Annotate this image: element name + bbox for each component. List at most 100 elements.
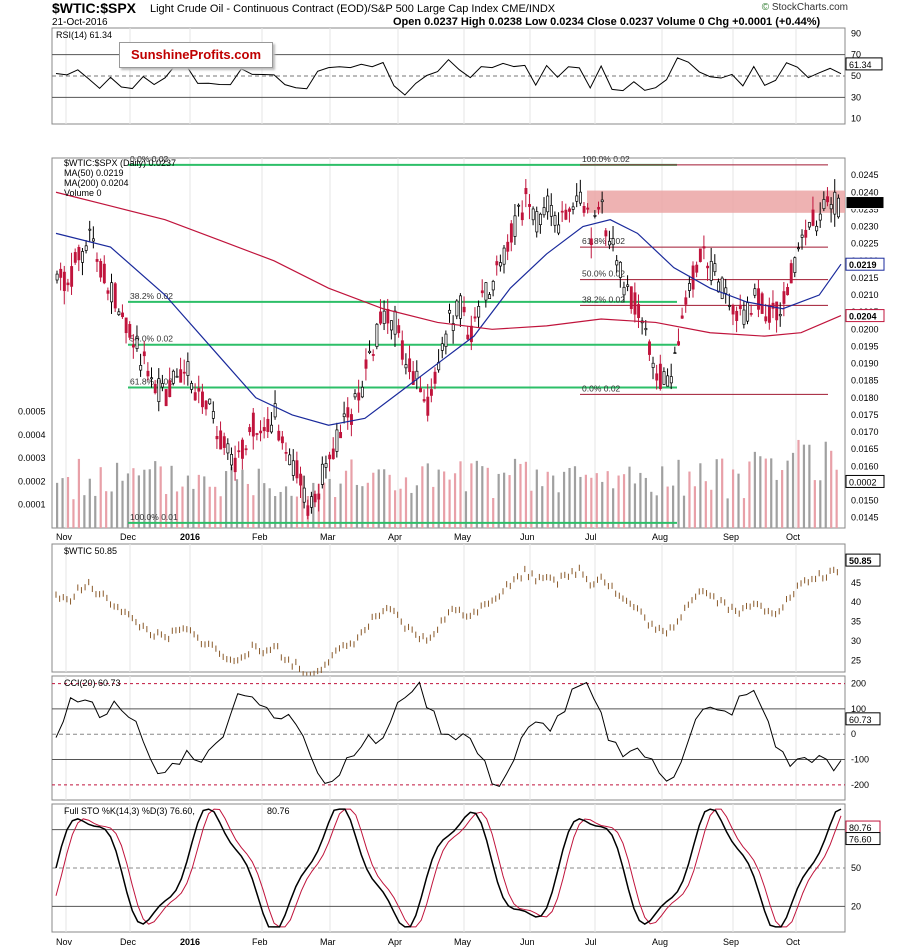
volume-tick-0.0005: 0.0005 bbox=[18, 407, 46, 417]
candle-body-240 bbox=[491, 280, 495, 291]
volume-bar-69 bbox=[181, 486, 184, 528]
price-month-10: Sep bbox=[723, 532, 739, 542]
price-month-2: 2016 bbox=[180, 532, 200, 542]
volume-bar-306 bbox=[612, 488, 615, 528]
candle-body-4 bbox=[62, 271, 66, 292]
volume-bar-57 bbox=[159, 466, 162, 528]
candle-body-186 bbox=[393, 310, 397, 335]
volume-bar-198 bbox=[415, 485, 418, 528]
candle-body-6 bbox=[66, 282, 70, 286]
price-month-0: Nov bbox=[56, 532, 73, 542]
price-tick-0.0245: 0.0245 bbox=[851, 170, 879, 180]
candle-body-304 bbox=[608, 240, 611, 246]
price-tick-0.017: 0.0170 bbox=[851, 427, 879, 437]
candle-body-374 bbox=[735, 310, 739, 321]
price-tick-0.02: 0.0200 bbox=[851, 324, 879, 334]
candle-body-302 bbox=[604, 230, 608, 237]
candle-body-258 bbox=[524, 188, 528, 195]
volume-bar-96 bbox=[230, 466, 233, 528]
cci-tick--100: -100 bbox=[851, 755, 869, 765]
candle-body-116 bbox=[266, 418, 270, 432]
candle-body-104 bbox=[244, 448, 248, 451]
candle-body-178 bbox=[379, 311, 382, 324]
volume-bar-12 bbox=[77, 458, 81, 528]
volume-bar-351 bbox=[693, 486, 697, 528]
candle-body-10 bbox=[73, 252, 77, 263]
candle-body-360 bbox=[709, 260, 713, 281]
candle-body-70 bbox=[182, 371, 186, 374]
candle-body-282 bbox=[568, 208, 571, 212]
volume-bar-153 bbox=[334, 497, 337, 528]
candle-body-32 bbox=[113, 283, 117, 309]
volume-bar-405 bbox=[791, 452, 795, 528]
candle-body-146 bbox=[320, 463, 324, 485]
candle-body-62 bbox=[168, 380, 172, 398]
candle-body-114 bbox=[262, 427, 266, 432]
candle-body-402 bbox=[786, 287, 790, 296]
candle-body-56 bbox=[157, 378, 161, 402]
volume-bar-189 bbox=[399, 488, 402, 528]
cci-line bbox=[55, 681, 842, 787]
candle-body-204 bbox=[426, 396, 430, 416]
candle-body-0 bbox=[55, 273, 59, 281]
price-tick-0.0195: 0.0195 bbox=[851, 341, 879, 351]
volume-bar-315 bbox=[628, 466, 631, 528]
chart-subtitle: Light Crude Oil - Continuous Contract (E… bbox=[150, 3, 556, 15]
candle-body-40 bbox=[128, 324, 132, 338]
volume-bar-87 bbox=[214, 486, 217, 528]
candle-body-284 bbox=[571, 206, 575, 210]
volume-bar-150 bbox=[328, 478, 331, 528]
wtic-badge: 50.85 bbox=[849, 556, 872, 566]
wtic-tick-25: 25 bbox=[851, 655, 861, 665]
price-badge-0: 0.0237 bbox=[849, 199, 877, 209]
candle-body-236 bbox=[484, 282, 488, 301]
candle-body-90 bbox=[219, 430, 223, 450]
candle-body-48 bbox=[142, 351, 146, 357]
sto-panel: 205080Full STO %K(14,3) %D(3) 76.60,80.7… bbox=[51, 803, 881, 947]
rsi-tick-70: 70 bbox=[851, 50, 861, 60]
cci-badge: 60.73 bbox=[849, 715, 872, 725]
resistance-zone bbox=[587, 190, 845, 213]
candle-body-128 bbox=[288, 454, 292, 466]
price-month-4: Mar bbox=[320, 532, 336, 542]
sto-month-11: Oct bbox=[786, 937, 801, 947]
candle-body-260 bbox=[528, 204, 532, 207]
candle-body-420 bbox=[818, 213, 822, 221]
volume-bar-219 bbox=[453, 473, 457, 528]
sunshineprofits-brand[interactable]: SunshineProfits.com bbox=[119, 42, 273, 68]
sto-badge-k-box bbox=[845, 832, 881, 846]
volume-bar-324 bbox=[644, 477, 647, 528]
fib-right-label-1: 61.8% 0.02 bbox=[582, 236, 625, 246]
volume-bar-114 bbox=[263, 483, 266, 528]
wtic-badge-box bbox=[845, 553, 881, 567]
candle-body-366 bbox=[720, 277, 724, 299]
volume-bar-39 bbox=[126, 473, 130, 528]
candle-body-392 bbox=[767, 304, 771, 323]
volume-bar-195 bbox=[410, 492, 413, 528]
rsi-label: RSI(14) 61.34 bbox=[56, 30, 112, 40]
candle-body-224 bbox=[462, 306, 466, 313]
candle-body-352 bbox=[695, 264, 699, 273]
fib-right-label-3: 38.2% 0.02 bbox=[582, 294, 625, 304]
candle-body-386 bbox=[757, 288, 760, 310]
volume-bar-420 bbox=[819, 480, 822, 528]
volume-bar-333 bbox=[661, 466, 664, 528]
candle-body-170 bbox=[364, 359, 368, 369]
volume-bar-264 bbox=[535, 469, 538, 528]
candle-body-176 bbox=[375, 323, 379, 347]
price-legend-1: MA(50) 0.0219 bbox=[64, 168, 124, 178]
candle-body-182 bbox=[386, 308, 390, 324]
rsi-badge: 61.34 bbox=[849, 60, 872, 70]
wtic-label: $WTIC 50.85 bbox=[64, 546, 117, 556]
candle-body-162 bbox=[350, 414, 353, 425]
candle-body-344 bbox=[680, 315, 684, 319]
volume-bar-75 bbox=[192, 488, 195, 528]
candle-body-380 bbox=[746, 302, 750, 322]
volume-bar-360 bbox=[710, 489, 713, 528]
volume-bar-270 bbox=[546, 471, 549, 528]
volume-bar-291 bbox=[584, 474, 587, 528]
stockcharts-credit[interactable]: © StockCharts.com bbox=[762, 2, 848, 13]
rsi-tick-30: 30 bbox=[851, 92, 861, 102]
volume-bar-279 bbox=[562, 471, 566, 528]
candle-body-250 bbox=[509, 223, 513, 243]
